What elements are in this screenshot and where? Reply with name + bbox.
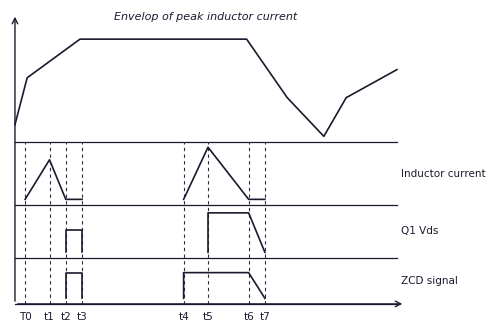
Text: Q1 Vds: Q1 Vds: [400, 226, 438, 237]
Text: t4: t4: [178, 312, 189, 322]
Text: t3: t3: [77, 312, 87, 322]
Text: Envelop of peak inductor current: Envelop of peak inductor current: [114, 12, 297, 22]
Text: T0: T0: [19, 312, 31, 322]
Text: t1: t1: [44, 312, 55, 322]
Text: t5: t5: [202, 312, 213, 322]
Text: t6: t6: [243, 312, 253, 322]
Text: t2: t2: [61, 312, 71, 322]
Text: t7: t7: [259, 312, 270, 322]
Text: Inductor current: Inductor current: [400, 168, 485, 179]
Text: ZCD signal: ZCD signal: [400, 276, 457, 286]
